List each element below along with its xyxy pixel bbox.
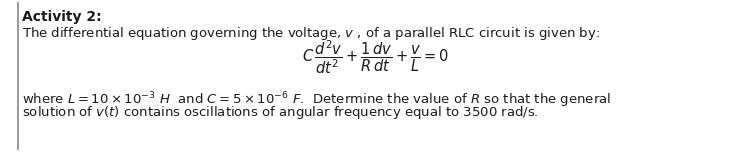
Text: The differential equation governing the voltage, $v$ , of a parallel RLC circuit: The differential equation governing the … bbox=[22, 25, 600, 42]
Text: solution of $v(t)$ contains oscillations of angular frequency equal to 3500 rad/: solution of $v(t)$ contains oscillations… bbox=[22, 104, 538, 121]
Text: where $L = 10 \times 10^{-3}$ $H$  and $C = 5 \times 10^{-6}$ $F$.  Determine th: where $L = 10 \times 10^{-3}$ $H$ and $C… bbox=[22, 90, 611, 110]
Text: Activity 2:: Activity 2: bbox=[22, 10, 102, 24]
Text: $C\,\dfrac{d^2v}{dt^2} + \dfrac{1}{R}\dfrac{dv}{dt} + \dfrac{v}{L} = 0$: $C\,\dfrac{d^2v}{dt^2} + \dfrac{1}{R}\df… bbox=[302, 38, 448, 76]
